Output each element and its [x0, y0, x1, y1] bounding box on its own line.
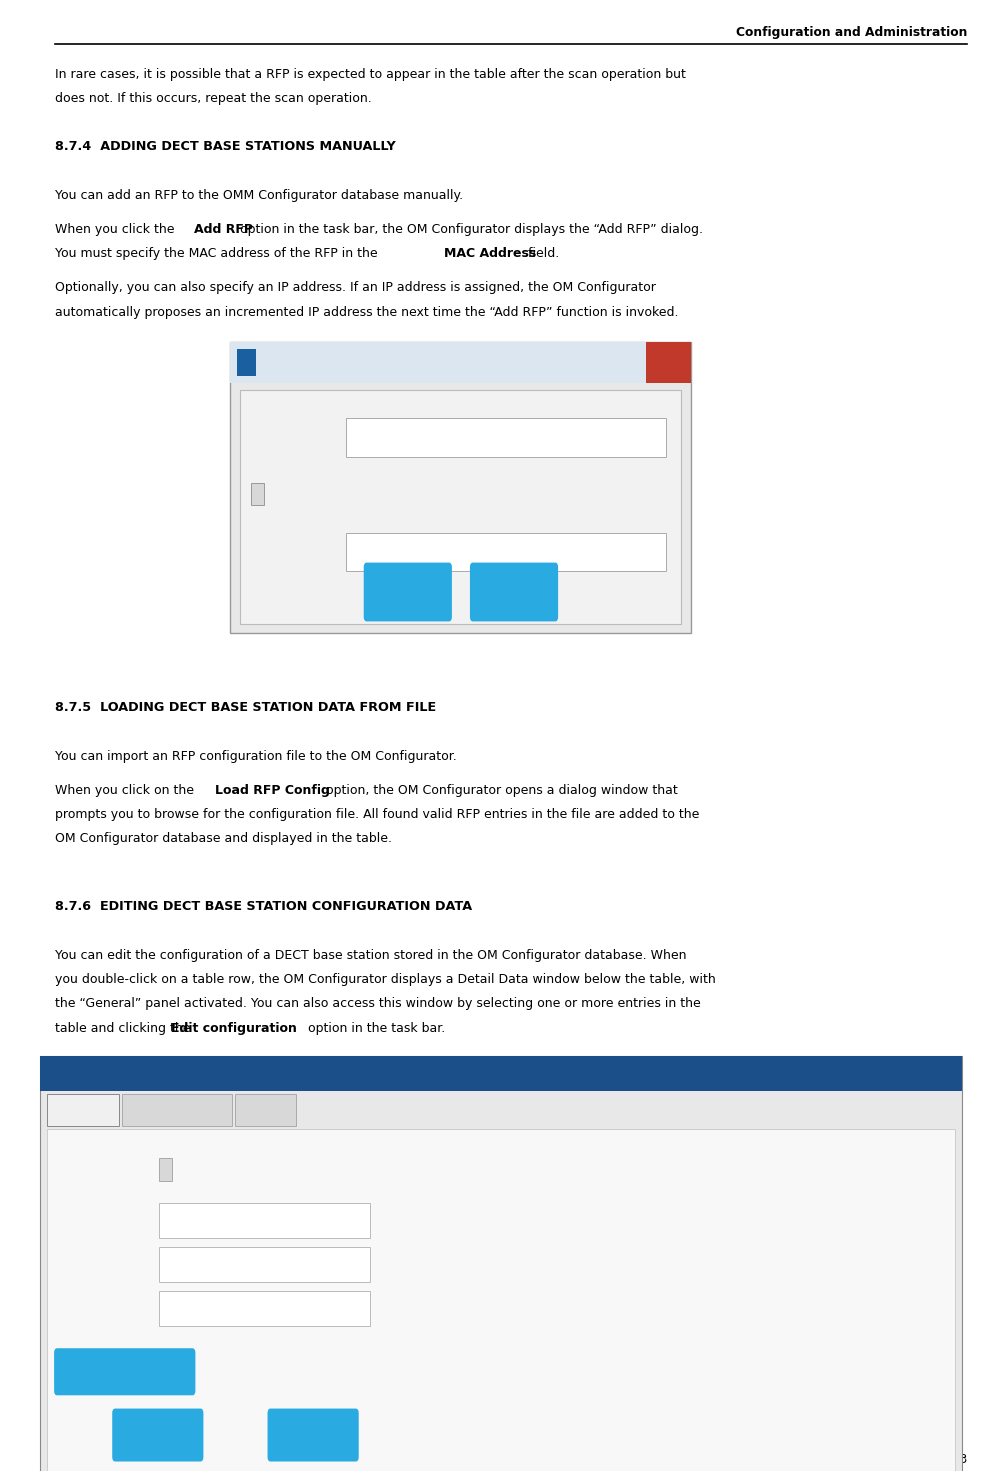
Text: option in the task bar, the OM Configurator displays the “Add RFP” dialog.: option in the task bar, the OM Configura…	[236, 224, 703, 235]
Text: 8.7.6  EDITING DECT BASE STATION CONFIGURATION DATA: 8.7.6 EDITING DECT BASE STATION CONFIGUR…	[55, 900, 472, 913]
Text: 255.255.255.0: 255.255.255.0	[165, 1252, 241, 1261]
FancyBboxPatch shape	[235, 1094, 296, 1127]
FancyBboxPatch shape	[40, 1056, 962, 1471]
Text: 233: 233	[945, 1453, 967, 1467]
Text: Add RFP: Add RFP	[263, 349, 310, 359]
FancyBboxPatch shape	[159, 1159, 172, 1181]
Text: OK: OK	[148, 1421, 167, 1433]
Text: Cancel: Cancel	[291, 1421, 336, 1433]
FancyBboxPatch shape	[240, 390, 681, 624]
Text: MAC Address: MAC Address	[444, 247, 536, 260]
Text: Edit configuration: Edit configuration	[171, 1021, 298, 1034]
Text: MAC Address: MAC Address	[253, 422, 325, 432]
Text: the “General” panel activated. You can also access this window by selecting one : the “General” panel activated. You can a…	[55, 997, 700, 1011]
FancyBboxPatch shape	[47, 1130, 955, 1471]
Text: automatically proposes an incremented IP address the next time the “Add RFP” fun: automatically proposes an incremented IP…	[55, 306, 678, 319]
Text: Detail Data 00:30:42:17:72:cb: Detail Data 00:30:42:17:72:cb	[48, 1061, 213, 1069]
Text: 8.7.4  ADDING DECT BASE STATIONS MANUALLY: 8.7.4 ADDING DECT BASE STATIONS MANUALLY	[55, 141, 396, 153]
Text: Reset Configuration: Reset Configuration	[73, 1358, 176, 1367]
FancyBboxPatch shape	[47, 1094, 119, 1127]
Text: When you click the: When you click the	[55, 224, 178, 235]
FancyBboxPatch shape	[159, 1247, 370, 1283]
FancyBboxPatch shape	[346, 533, 666, 571]
Text: Net Mask: Net Mask	[59, 1250, 110, 1259]
FancyBboxPatch shape	[230, 341, 691, 633]
Text: Add RFP: Add RFP	[194, 224, 254, 235]
FancyBboxPatch shape	[122, 1094, 232, 1127]
Text: Configuration and Administration: Configuration and Administration	[735, 26, 967, 40]
Text: When you click on the: When you click on the	[55, 784, 198, 797]
Text: Cancel: Cancel	[491, 574, 537, 587]
Text: Other: Other	[250, 1099, 281, 1108]
FancyBboxPatch shape	[159, 1203, 370, 1239]
FancyBboxPatch shape	[646, 341, 691, 382]
Text: OK: OK	[398, 574, 418, 587]
Text: option, the OM Configurator opens a dialog window that: option, the OM Configurator opens a dial…	[322, 784, 677, 797]
Text: IP Address: IP Address	[59, 1206, 116, 1215]
Text: Assign IP Adress: Assign IP Adress	[269, 487, 358, 497]
FancyBboxPatch shape	[364, 562, 452, 621]
Text: Router: Router	[59, 1294, 95, 1303]
Text: field.: field.	[524, 247, 559, 260]
FancyBboxPatch shape	[54, 1349, 195, 1396]
Text: Optionally, you can also specify an IP address. If an IP address is assigned, th: Optionally, you can also specify an IP a…	[55, 281, 656, 294]
Text: 10.103.35.1: 10.103.35.1	[165, 1296, 228, 1305]
FancyBboxPatch shape	[268, 1409, 359, 1462]
Text: ↳: ↳	[395, 1262, 413, 1277]
FancyBboxPatch shape	[470, 562, 558, 621]
FancyBboxPatch shape	[237, 349, 256, 375]
Text: OM Configurator database and displayed in the table.: OM Configurator database and displayed i…	[55, 833, 392, 846]
FancyBboxPatch shape	[230, 341, 646, 382]
Text: You can import an RFP configuration file to the OM Configurator.: You can import an RFP configuration file…	[55, 750, 457, 762]
Text: you double-click on a table row, the OM Configurator displays a Detail Data wind: you double-click on a table row, the OM …	[55, 972, 715, 986]
Text: does not. If this occurs, repeat the scan operation.: does not. If this occurs, repeat the sca…	[55, 93, 372, 104]
FancyBboxPatch shape	[346, 418, 666, 456]
Text: prompts you to browse for the configuration file. All found valid RFP entries in: prompts you to browse for the configurat…	[55, 808, 699, 821]
FancyBboxPatch shape	[112, 1409, 203, 1462]
Text: table and clicking the: table and clicking the	[55, 1021, 194, 1034]
Text: X: X	[664, 350, 674, 363]
Text: IP Address: IP Address	[263, 537, 321, 547]
Text: You must specify the MAC address of the RFP in the: You must specify the MAC address of the …	[55, 247, 382, 260]
Text: General: General	[62, 1099, 104, 1108]
FancyBboxPatch shape	[159, 1292, 370, 1327]
Text: Load RFP Config: Load RFP Config	[215, 784, 331, 797]
Text: Use local config: Use local config	[59, 1162, 145, 1171]
Text: 8.7.5  LOADING DECT BASE STATION DATA FROM FILE: 8.7.5 LOADING DECT BASE STATION DATA FRO…	[55, 702, 436, 713]
FancyBboxPatch shape	[250, 482, 264, 505]
Text: You can add an RFP to the OMM Configurator database manually.: You can add an RFP to the OMM Configurat…	[55, 190, 463, 202]
Text: 00:30:42|: 00:30:42|	[353, 424, 405, 435]
Text: option in the task bar.: option in the task bar.	[304, 1021, 445, 1034]
Text: In rare cases, it is possible that a RFP is expected to appear in the table afte: In rare cases, it is possible that a RFP…	[55, 68, 686, 81]
Text: 10.103.35.177: 10.103.35.177	[165, 1208, 241, 1217]
FancyBboxPatch shape	[40, 1056, 962, 1091]
Text: You can edit the configuration of a DECT base station stored in the OM Configura: You can edit the configuration of a DECT…	[55, 949, 686, 962]
Text: OpenMobility: OpenMobility	[143, 1099, 211, 1108]
